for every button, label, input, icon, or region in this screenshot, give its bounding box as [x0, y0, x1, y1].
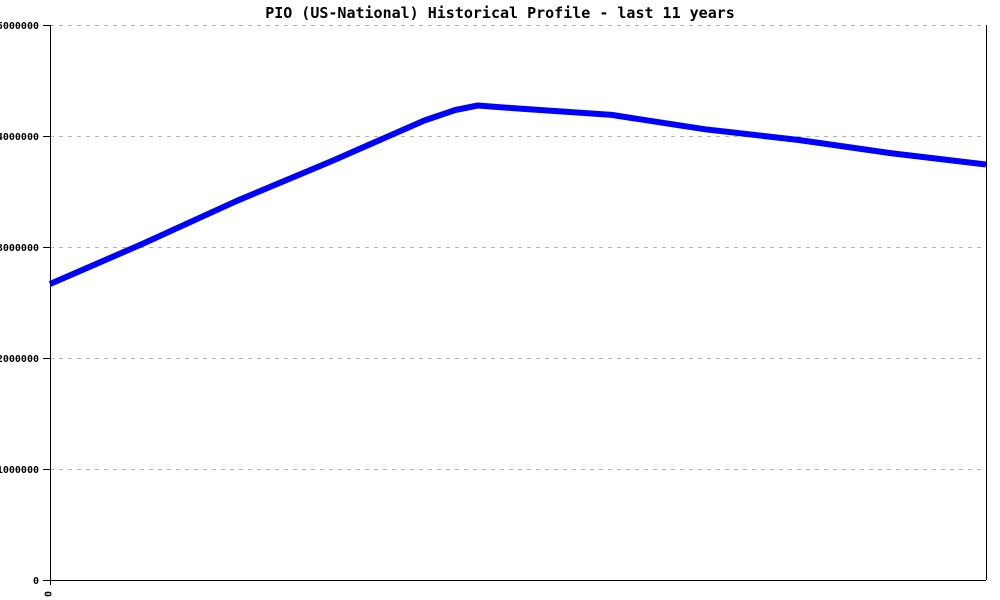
y-tick-labels: 0 1000000 2000000 3000000 4000000 5000000	[0, 21, 50, 587]
y-tick-label: 5000000	[0, 21, 39, 32]
y-tick-label: 1000000	[0, 465, 39, 476]
y-tick-label: 0	[33, 576, 39, 587]
x-tick-label: 0	[44, 591, 55, 597]
y-tick-label: 2000000	[0, 354, 39, 365]
y-tick-label: 3000000	[0, 243, 39, 254]
y-tick-label: 4000000	[0, 132, 39, 143]
x-tick-labels: 0	[44, 580, 55, 597]
axes	[43, 25, 987, 585]
y-gridlines	[50, 25, 986, 470]
series-line	[48, 102, 987, 287]
chart-title: PIO (US-National) Historical Profile - l…	[265, 4, 735, 22]
